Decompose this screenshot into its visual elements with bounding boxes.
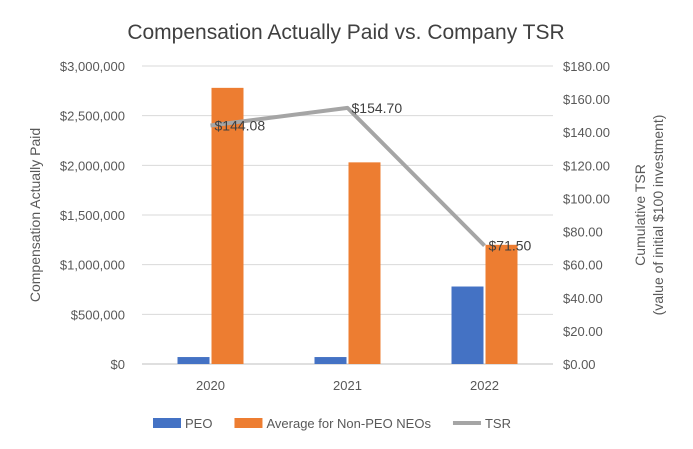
legend-swatch <box>234 418 263 428</box>
tsr-data-label: $144.08 <box>215 117 266 133</box>
left-axis-ticks: $0 $500,000 $1,000,000 $1,500,000 $2,000,000… <box>60 59 125 372</box>
bar <box>485 244 518 364</box>
x-tick-label: 2021 <box>333 378 362 393</box>
right-tick-label: $160.00 <box>563 92 610 107</box>
right-tick-label: $180.00 <box>563 59 610 74</box>
right-tick-label: $100.00 <box>563 191 610 206</box>
bars <box>177 87 518 364</box>
tsr-line-series: $144.08 $154.70 $71.50 <box>210 100 532 254</box>
right-axis-ticks: $0.00 $20.00 $40.00 $60.00 $80.00 $100.00 $120… <box>563 59 610 372</box>
right-tick-label: $60.00 <box>563 258 603 273</box>
left-axis-title: Compensation Actually Paid <box>27 128 43 302</box>
legend-swatch <box>153 418 181 428</box>
left-tick-label: $500,000 <box>71 307 125 322</box>
tsr-line <box>210 105 486 248</box>
right-tick-label: $140.00 <box>563 125 610 140</box>
right-axis-title-line2: (value of initial $100 investment) <box>650 115 666 316</box>
bar <box>348 162 381 364</box>
right-tick-label: $80.00 <box>563 225 603 240</box>
legend: PEO Average for Non-PEO NEOs TSR <box>153 416 511 431</box>
x-axis-ticks: 2020 2021 2022 <box>196 378 499 393</box>
chart-title: Compensation Actually Paid vs. Company T… <box>127 21 564 44</box>
left-tick-label: $3,000,000 <box>60 59 125 74</box>
gridlines <box>142 65 553 365</box>
legend-label: Average for Non-PEO NEOs <box>266 416 431 431</box>
right-axis-title-line1: Cumulative TSR <box>632 164 648 266</box>
x-tick-label: 2020 <box>196 378 225 393</box>
right-tick-label: $0.00 <box>563 357 596 372</box>
left-tick-label: $1,500,000 <box>60 208 125 223</box>
right-tick-label: $120.00 <box>563 158 610 173</box>
bar <box>451 286 484 364</box>
legend-label: TSR <box>485 416 511 431</box>
left-tick-label: $0 <box>111 357 125 372</box>
legend-label: PEO <box>185 416 212 431</box>
bar <box>211 87 244 364</box>
left-tick-label: $2,500,000 <box>60 109 125 124</box>
tsr-data-label: $154.70 <box>352 100 403 116</box>
x-tick-label: 2022 <box>470 378 499 393</box>
left-tick-label: $1,000,000 <box>60 258 125 273</box>
bar <box>177 357 210 364</box>
bar <box>314 357 347 364</box>
right-tick-label: $40.00 <box>563 291 603 306</box>
left-tick-label: $2,000,000 <box>60 158 125 173</box>
right-tick-label: $20.00 <box>563 324 603 339</box>
tsr-data-label: $71.50 <box>489 238 532 254</box>
